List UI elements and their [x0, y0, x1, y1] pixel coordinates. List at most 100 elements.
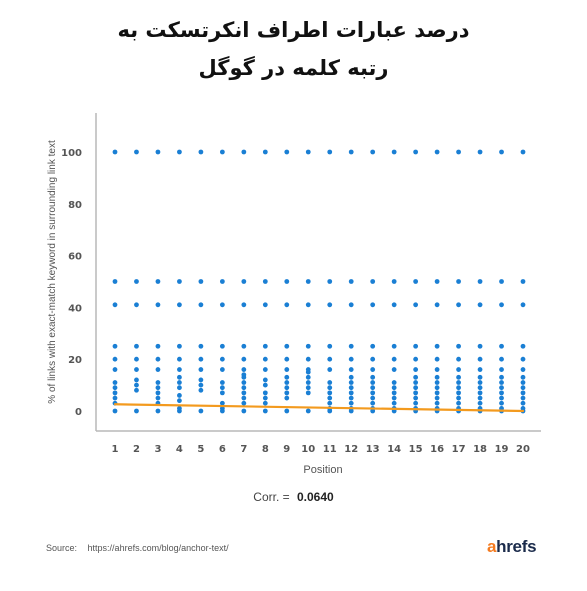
data-point	[177, 385, 182, 391]
data-point	[327, 380, 333, 385]
x-tick-label: 11	[323, 444, 337, 455]
data-point	[241, 385, 247, 391]
data-point	[477, 343, 483, 349]
data-point	[499, 343, 504, 349]
data-point	[284, 356, 290, 362]
data-point	[477, 279, 483, 284]
data-point	[177, 380, 182, 385]
data-point	[177, 374, 182, 380]
data-point	[305, 279, 311, 284]
data-point	[520, 367, 526, 372]
x-tick-label: 13	[366, 444, 380, 455]
data-point	[284, 385, 290, 391]
data-point	[348, 385, 354, 391]
data-point	[370, 356, 376, 362]
data-point	[155, 390, 161, 396]
data-point	[413, 302, 419, 308]
source-url: https://ahrefs.com/blog/anchor-text/	[87, 543, 229, 553]
data-point	[241, 408, 247, 414]
data-point	[284, 149, 290, 155]
data-point	[134, 382, 139, 388]
x-tick-label: 9	[283, 444, 290, 455]
data-point	[305, 390, 311, 396]
data-point	[477, 395, 483, 401]
data-point	[434, 390, 440, 396]
data-point	[391, 279, 397, 284]
data-point	[134, 302, 139, 308]
data-point	[413, 356, 419, 362]
data-point	[112, 395, 118, 401]
data-point	[348, 149, 354, 155]
data-point	[112, 380, 118, 385]
data-point	[112, 390, 118, 396]
data-point	[155, 149, 161, 155]
data-point	[434, 343, 440, 349]
y-tick-label: 60	[68, 252, 82, 263]
data-point	[198, 279, 204, 284]
data-point	[499, 302, 504, 308]
data-point	[262, 408, 268, 414]
data-point	[391, 343, 397, 349]
data-point	[241, 372, 247, 378]
data-point	[477, 367, 483, 372]
data-point	[348, 343, 354, 349]
data-point	[370, 395, 376, 401]
data-point	[477, 356, 483, 362]
data-point	[327, 343, 333, 349]
data-point	[327, 149, 333, 155]
data-point	[241, 367, 247, 372]
data-point	[499, 356, 504, 362]
data-point	[499, 149, 504, 155]
data-point	[155, 385, 161, 391]
data-point	[155, 279, 161, 284]
data-point	[434, 374, 440, 380]
data-point	[520, 343, 526, 349]
data-point	[370, 400, 376, 406]
data-point	[177, 356, 182, 362]
data-point	[155, 367, 161, 372]
data-point	[262, 390, 268, 396]
data-point	[112, 279, 118, 284]
data-point	[198, 377, 204, 383]
data-point	[284, 408, 290, 414]
y-tick-label: 80	[68, 200, 82, 211]
data-point	[305, 302, 311, 308]
data-point	[241, 395, 247, 401]
data-point	[413, 395, 419, 401]
data-point	[262, 395, 268, 401]
logo-accent-letter: a	[487, 537, 497, 556]
data-point	[477, 302, 483, 308]
data-point	[262, 149, 268, 155]
data-point	[284, 279, 290, 284]
data-point	[477, 149, 483, 155]
data-point	[198, 302, 204, 308]
data-point	[219, 367, 225, 372]
data-point	[413, 149, 419, 155]
x-tick-label: 16	[430, 444, 444, 455]
data-point	[327, 279, 333, 284]
data-point	[391, 302, 397, 308]
data-point	[241, 390, 247, 396]
data-point	[348, 380, 354, 385]
data-point	[477, 390, 483, 396]
data-point	[284, 343, 290, 349]
y-tick-label: 0	[75, 407, 82, 418]
data-point	[327, 395, 333, 401]
data-point	[262, 279, 268, 284]
data-point	[391, 356, 397, 362]
data-point	[177, 406, 182, 411]
data-point	[241, 380, 247, 385]
data-point	[499, 380, 504, 385]
data-point	[112, 367, 118, 372]
data-point	[348, 395, 354, 401]
data-point	[370, 380, 376, 385]
data-point	[370, 279, 376, 284]
x-tick-label: 19	[495, 444, 509, 455]
data-point	[327, 385, 333, 391]
data-point	[198, 387, 204, 393]
data-point	[155, 380, 161, 385]
data-point	[499, 374, 504, 380]
data-point	[391, 380, 397, 385]
data-point	[370, 149, 376, 155]
